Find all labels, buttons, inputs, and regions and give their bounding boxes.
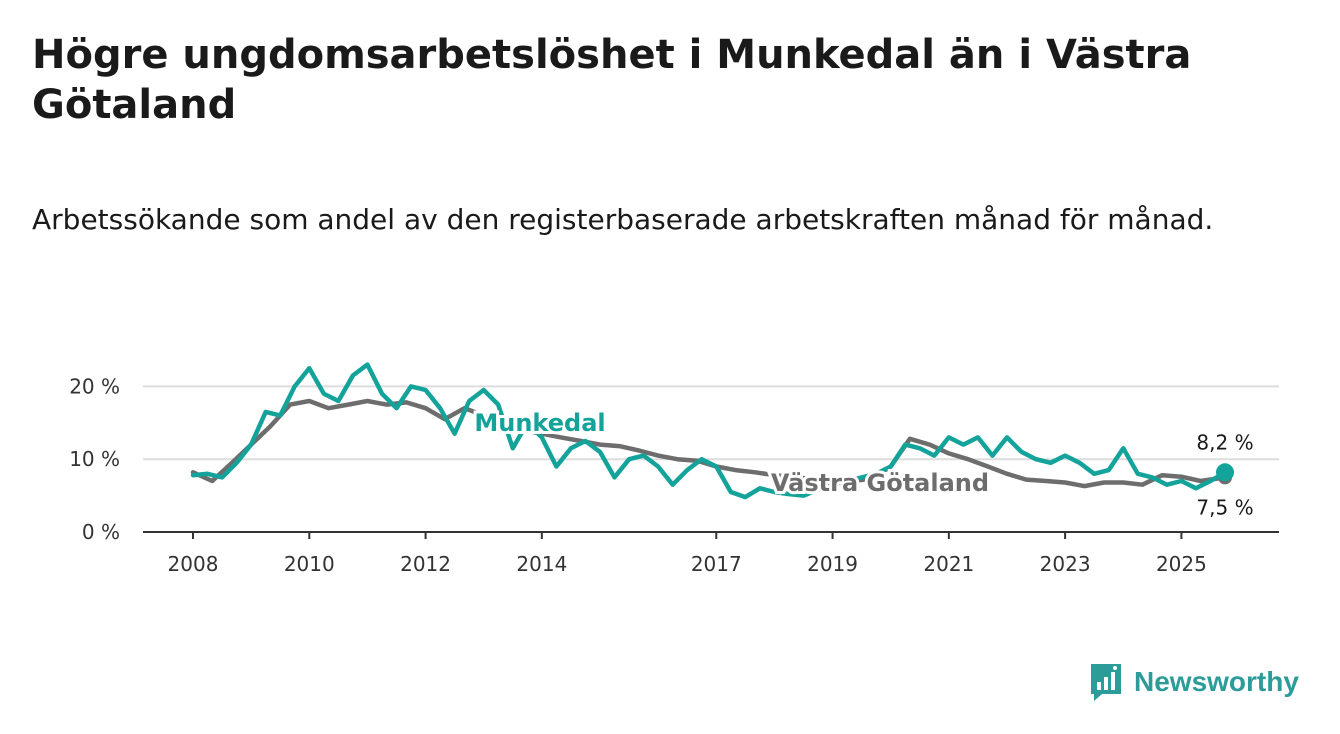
x-tick-label: 2025 [1156, 552, 1207, 576]
line-chart: 0 % 10 % 20 % 2008 2010 2012 2014 2017 2019 2021… [69, 362, 1279, 576]
y-tick-label: 10 % [69, 447, 120, 471]
grid-lines [143, 385, 1279, 461]
newsworthy-logo-text: Newsworthy [1134, 666, 1299, 697]
series-lines [190, 362, 1228, 500]
x-tick-label: 2017 [691, 552, 742, 576]
x-tick-label: 2010 [284, 552, 335, 576]
chart-subtitle: Arbetssökande som andel av den registerb… [32, 203, 1214, 236]
x-tick-label: 2014 [516, 552, 567, 576]
end-label-munkedal: 8,2 % [1196, 430, 1253, 454]
y-tick-label: 20 % [69, 374, 120, 398]
newsworthy-logo-icon [1091, 664, 1121, 701]
newsworthy-logo[interactable]: Newsworthy [1088, 660, 1299, 704]
series-line-v-stra-g-taland [190, 398, 1228, 489]
end-marker-munkedal [1216, 463, 1234, 482]
end-label-vastra-gotaland: 7,5 % [1196, 495, 1253, 519]
x-tick-label: 2008 [168, 552, 219, 576]
x-tick-label: 2023 [1040, 552, 1091, 576]
series-label-vastra-gotaland: Västra Götaland [771, 469, 989, 497]
chart-title: Högre ungdomsarbetslöshet i Munkedal än … [32, 32, 1192, 128]
end-markers: 8,2 % 7,5 % [1194, 428, 1256, 522]
y-tick-label: 0 % [82, 520, 120, 544]
series-labels: Västra Götaland Munkedal [471, 406, 992, 500]
series-line-munkedal [190, 362, 1228, 500]
x-axis: 2008 2010 2012 2014 2017 2019 2021 2023 2025 [143, 531, 1279, 576]
series-label-munkedal: Munkedal [474, 409, 605, 437]
x-tick-label: 2019 [807, 552, 858, 576]
y-axis: 0 % 10 % 20 % [69, 374, 120, 544]
x-tick-label: 2021 [923, 552, 974, 576]
x-tick-label: 2012 [400, 552, 451, 576]
